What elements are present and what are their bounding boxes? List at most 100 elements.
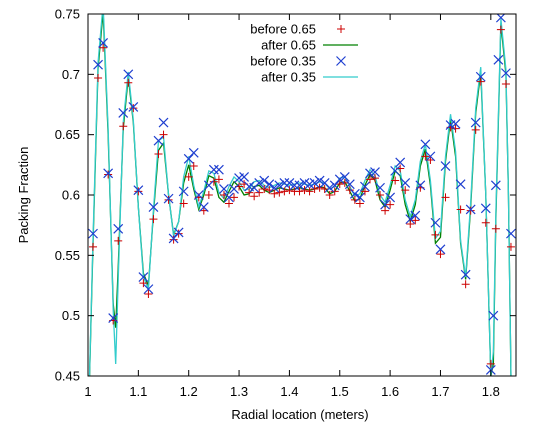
axis-ticks	[87, 13, 516, 377]
data-point	[124, 78, 133, 87]
data-point	[300, 186, 309, 195]
data-point	[230, 193, 239, 202]
x-tick-label: 1.2	[180, 384, 198, 399]
legend-swatch-before-0-65	[337, 25, 345, 33]
plot-area	[88, 14, 516, 376]
x-tick-label: 1.5	[331, 384, 349, 399]
data-point	[344, 179, 355, 190]
data-point	[255, 188, 264, 197]
data-point	[450, 118, 461, 129]
data-point	[491, 224, 500, 233]
data-point	[320, 184, 329, 193]
data-point	[114, 236, 123, 245]
data-point	[164, 195, 173, 204]
data-point	[370, 167, 380, 177]
data-point	[224, 192, 234, 203]
data-point	[360, 181, 370, 192]
data-point	[139, 279, 148, 288]
data-point	[149, 215, 158, 224]
data-point	[129, 104, 138, 113]
data-point	[495, 14, 506, 23]
data-point	[229, 184, 239, 194]
data-point	[128, 101, 139, 112]
data-point	[315, 183, 324, 192]
data-point	[310, 184, 319, 193]
data-point	[471, 125, 480, 134]
data-point	[183, 153, 194, 164]
data-point	[269, 182, 280, 193]
data-point	[254, 178, 265, 188]
data-point	[339, 171, 350, 182]
data-point	[461, 280, 470, 289]
data-point	[153, 135, 164, 146]
data-point	[198, 202, 209, 212]
y-tick-label: 0.65	[55, 127, 80, 142]
data-point	[380, 199, 391, 210]
data-point	[294, 180, 305, 191]
data-point	[98, 38, 109, 48]
data-point	[391, 176, 400, 185]
data-point	[506, 242, 515, 251]
data-point	[179, 199, 188, 208]
data-point	[415, 180, 426, 191]
data-point	[475, 71, 486, 82]
series-before-0-65	[89, 25, 515, 368]
data-point	[330, 187, 339, 196]
data-point	[440, 161, 451, 171]
legend-label-after-0-65: after 0.65	[261, 38, 316, 53]
data-point	[314, 175, 325, 186]
data-point	[279, 178, 290, 188]
data-point	[401, 186, 410, 195]
data-point	[88, 228, 98, 239]
data-point	[466, 206, 475, 215]
data-point	[309, 178, 320, 188]
data-point	[214, 175, 223, 184]
data-point	[395, 157, 406, 168]
data-point	[138, 272, 149, 282]
data-point	[386, 200, 395, 209]
data-point	[390, 165, 401, 176]
data-point	[460, 269, 471, 280]
data-point	[89, 242, 98, 251]
data-point	[260, 184, 269, 193]
data-point	[405, 214, 416, 225]
data-point	[375, 182, 385, 193]
data-point	[264, 179, 275, 190]
data-point	[159, 130, 168, 139]
data-point	[431, 230, 440, 239]
data-point	[354, 192, 365, 203]
x-tick-label: 1.8	[482, 384, 500, 399]
data-point	[280, 187, 289, 196]
y-tick-label: 0.75	[55, 7, 80, 22]
data-point	[148, 202, 159, 212]
data-point	[411, 216, 420, 225]
data-point	[435, 244, 446, 255]
data-point	[193, 190, 204, 200]
data-point	[199, 206, 208, 215]
series-before-0-35	[88, 14, 516, 375]
data-point	[219, 184, 229, 194]
data-point	[426, 156, 435, 165]
data-point	[488, 310, 499, 321]
data-point	[143, 284, 154, 295]
data-point	[436, 250, 445, 259]
data-point	[490, 180, 501, 191]
data-point	[270, 189, 279, 198]
data-point	[103, 168, 114, 179]
axis-tick-labels: 1 1.1 1.2 1.3 1.4 1.5 1.6 1.7 1.8 0.45 0.5 0.55 0.6 0…	[55, 7, 500, 400]
data-point	[365, 175, 374, 184]
data-point	[493, 54, 504, 65]
data-point	[371, 174, 380, 183]
data-point	[410, 210, 421, 221]
data-point	[188, 147, 199, 158]
data-point	[501, 79, 510, 88]
data-point	[173, 227, 184, 238]
data-point	[285, 186, 294, 195]
data-point	[324, 182, 335, 193]
legend-label-before-0-35: before 0.35	[250, 54, 316, 69]
data-point	[154, 149, 163, 158]
data-point	[289, 180, 300, 191]
data-point	[376, 191, 385, 199]
data-point	[456, 205, 465, 214]
